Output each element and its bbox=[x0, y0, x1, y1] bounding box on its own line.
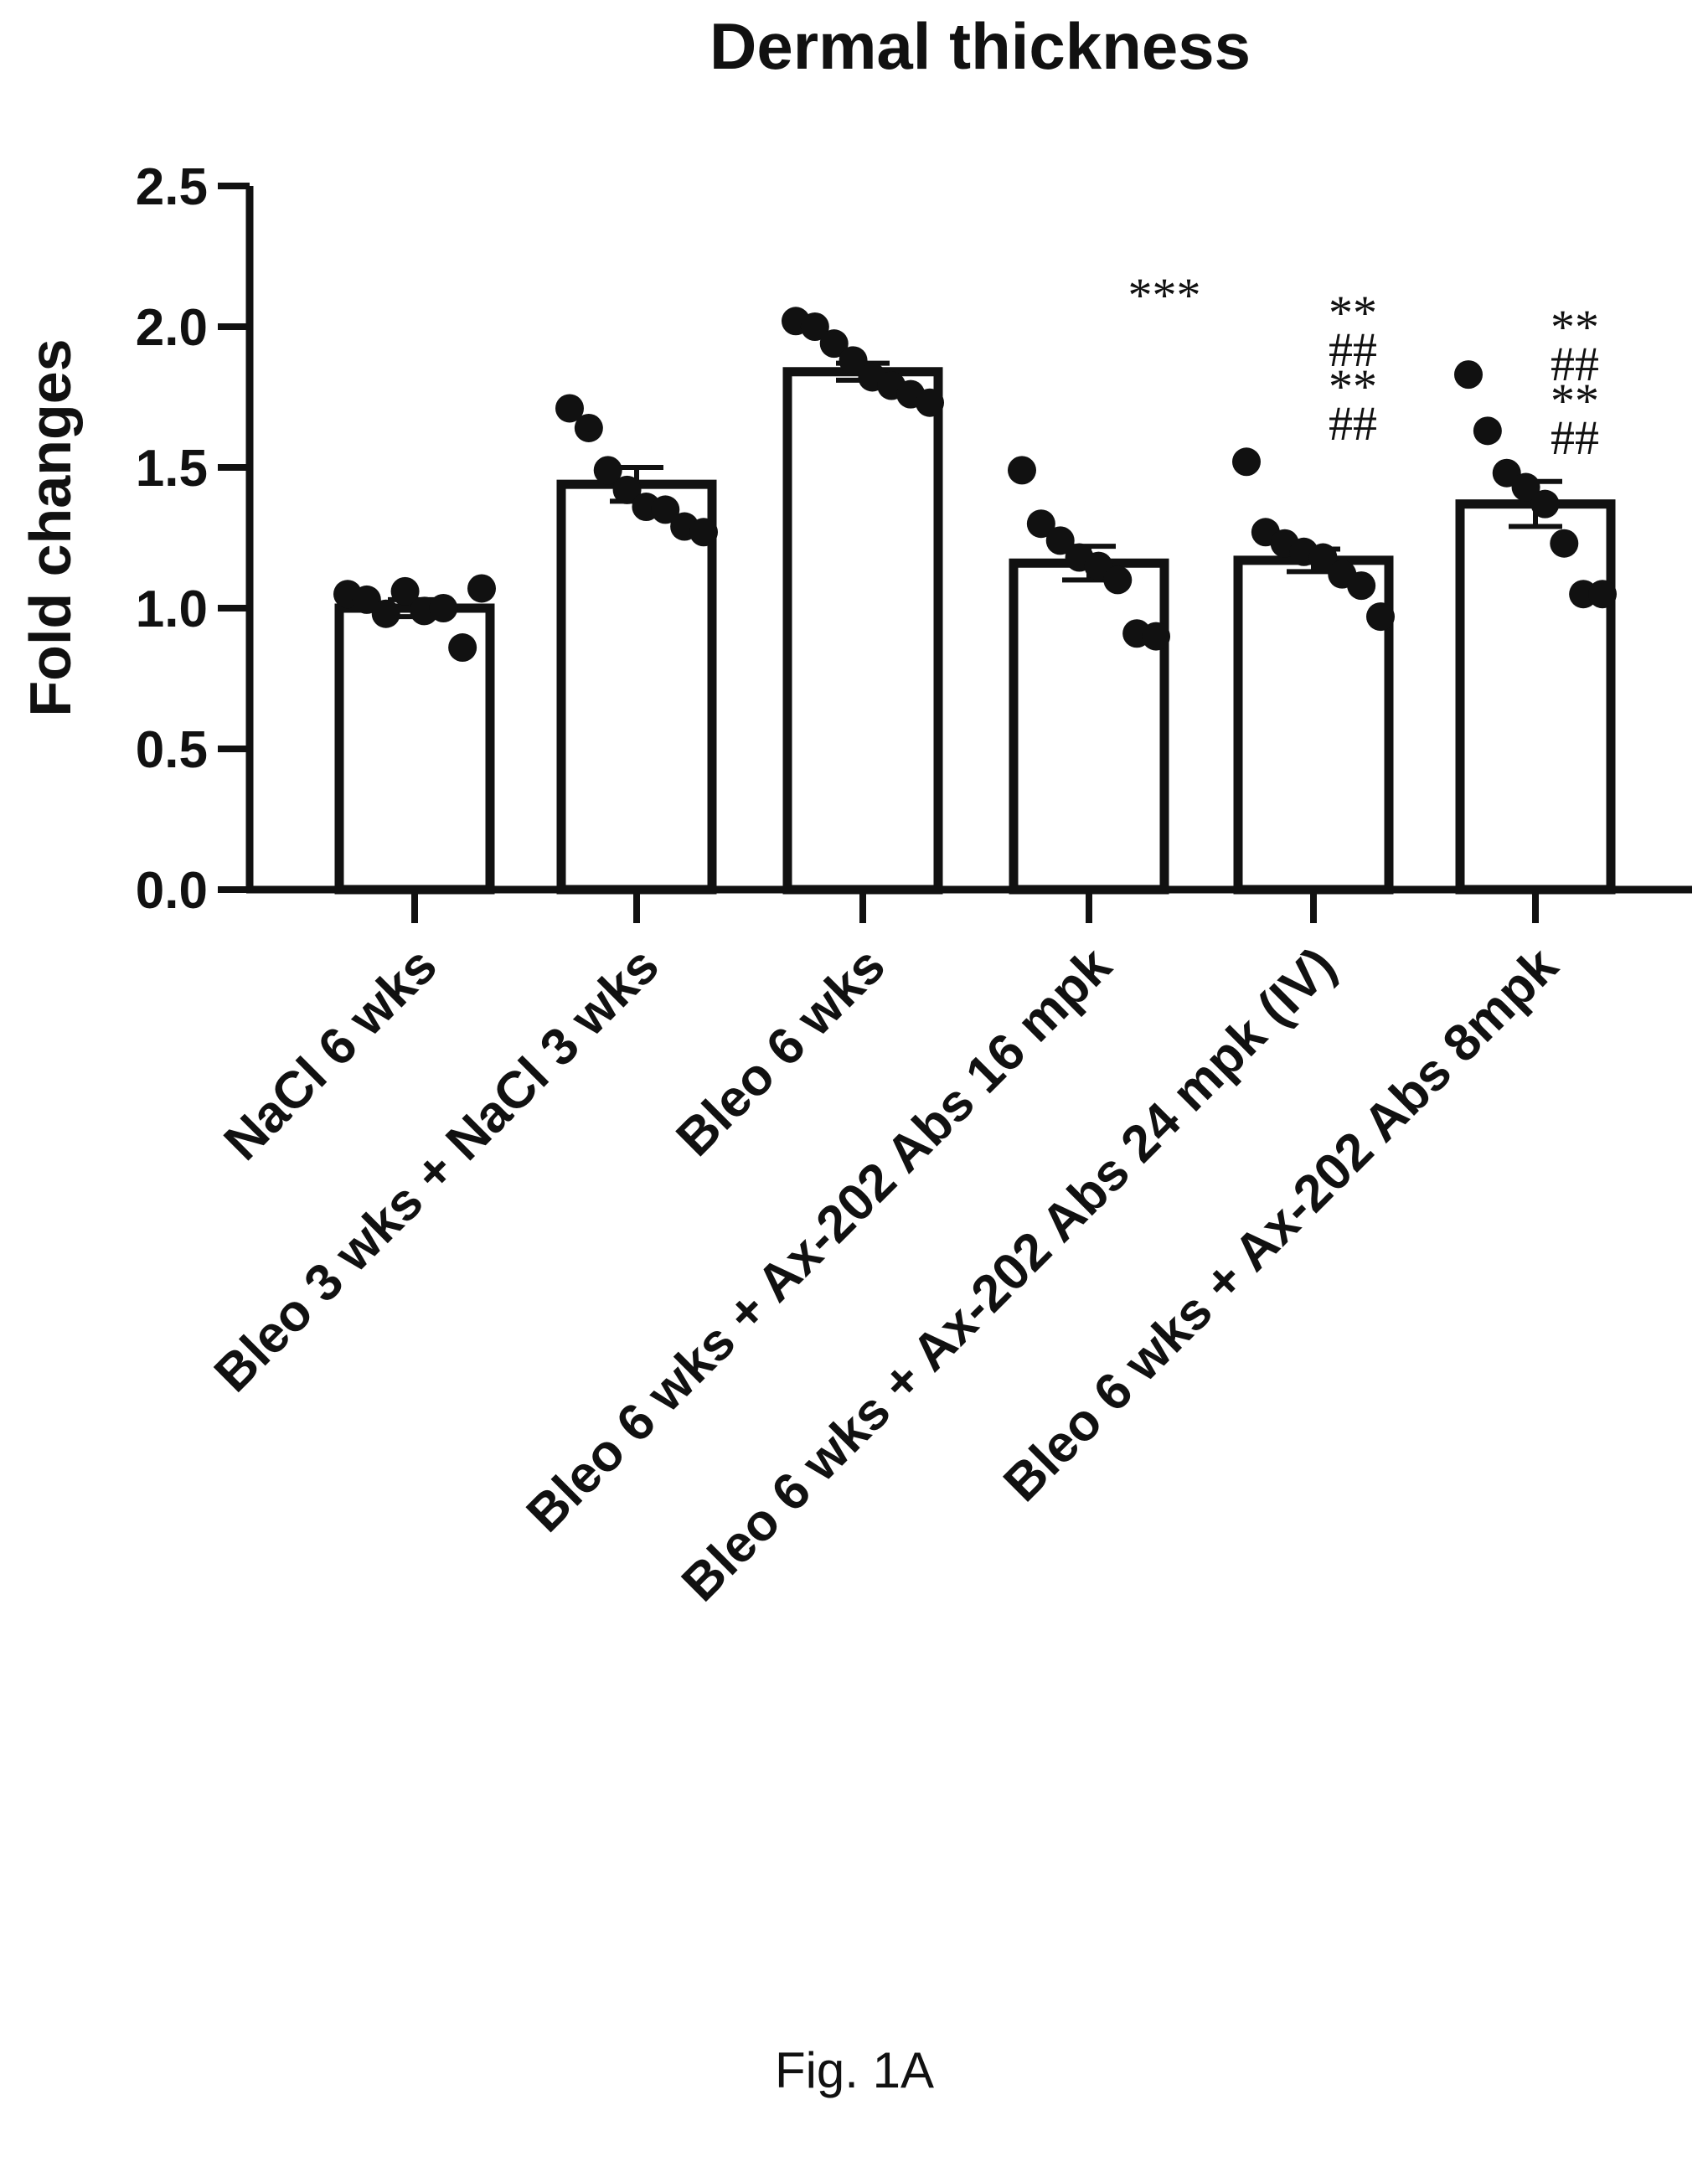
data-point-2-7 bbox=[916, 388, 944, 417]
bar-4 bbox=[1233, 555, 1394, 895]
significance-annotation: ** bbox=[1551, 300, 1599, 354]
significance-annotation: ** bbox=[1329, 359, 1377, 414]
significance-annotation: ** bbox=[1329, 286, 1377, 340]
data-point-5-7 bbox=[1588, 580, 1617, 609]
data-point-1-5 bbox=[651, 495, 680, 524]
chart-title: Dermal thickness bbox=[710, 9, 1251, 83]
y-tick-label: 2.0 bbox=[136, 299, 208, 357]
data-point-1-1 bbox=[574, 413, 603, 442]
x-tick-label: NaCl 6 wks bbox=[214, 937, 448, 1171]
data-point-5-4 bbox=[1530, 489, 1560, 519]
bar-2 bbox=[782, 367, 943, 895]
x-tick-label: Bleo 3 wks + NaCl 3 wks bbox=[204, 937, 670, 1403]
data-point-1-2 bbox=[593, 456, 622, 485]
data-point-4-6 bbox=[1347, 571, 1376, 601]
data-point-3-1 bbox=[1026, 509, 1055, 539]
data-point-3-2 bbox=[1045, 526, 1075, 555]
figure-caption: Fig. 1A bbox=[775, 2042, 934, 2098]
x-tick-label: Bleo 6 wks bbox=[665, 937, 895, 1167]
significance-annotation: ## bbox=[1329, 396, 1377, 451]
significance-annotation: *** bbox=[1128, 268, 1201, 323]
data-point-2-2 bbox=[819, 329, 849, 359]
data-point-2-1 bbox=[800, 312, 829, 341]
significance-annotation: ## bbox=[1551, 337, 1599, 391]
bar-1 bbox=[556, 479, 717, 895]
significance-annotation: ## bbox=[1551, 410, 1599, 465]
data-point-0-5 bbox=[429, 594, 458, 622]
data-point-1-0 bbox=[555, 394, 584, 423]
data-point-0-3 bbox=[390, 576, 420, 606]
data-point-5-3 bbox=[1511, 472, 1540, 502]
data-point-5-0 bbox=[1454, 360, 1483, 390]
significance-annotation: ** bbox=[1551, 374, 1599, 428]
y-tick-label: 0.5 bbox=[136, 721, 208, 779]
y-tick-label: 1.0 bbox=[136, 581, 208, 638]
bar-5 bbox=[1455, 499, 1616, 895]
y-tick-label: 2.5 bbox=[136, 158, 208, 216]
data-point-5-5 bbox=[1550, 529, 1579, 558]
data-point-2-3 bbox=[839, 346, 868, 375]
data-point-3-0 bbox=[1008, 456, 1036, 485]
data-point-4-0 bbox=[1232, 447, 1261, 477]
y-tick-label: 1.5 bbox=[136, 440, 208, 498]
y-tick-label: 0.0 bbox=[136, 862, 208, 920]
data-point-0-2 bbox=[371, 599, 400, 628]
bar-3 bbox=[1009, 558, 1169, 895]
data-point-4-7 bbox=[1366, 602, 1395, 632]
data-point-1-3 bbox=[612, 475, 642, 504]
data-point-1-7 bbox=[689, 518, 718, 547]
data-point-3-7 bbox=[1142, 622, 1170, 651]
significance-annotation: ## bbox=[1329, 323, 1377, 377]
data-point-4-4 bbox=[1308, 543, 1338, 572]
data-point-5-1 bbox=[1473, 416, 1502, 446]
y-axis-label: Fold changes bbox=[18, 338, 83, 716]
data-point-3-5 bbox=[1103, 565, 1133, 595]
data-point-0-6 bbox=[448, 633, 477, 663]
data-point-0-7 bbox=[467, 574, 496, 603]
